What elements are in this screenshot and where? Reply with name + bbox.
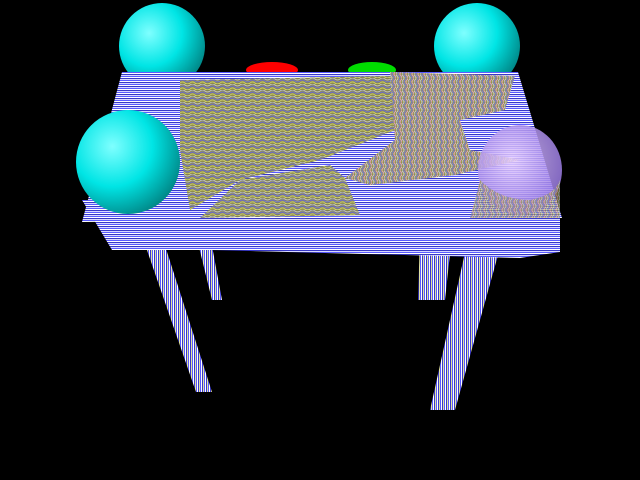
tabletop-reflection-right (345, 72, 520, 185)
purple-sphere (478, 125, 562, 215)
table-leg-front-right (430, 230, 505, 410)
tabletop-reflection-left (180, 76, 395, 210)
table-leg-front-left (140, 230, 212, 392)
sphere-back-left (119, 3, 205, 89)
purple-sphere-reflection (470, 180, 560, 218)
table-leg-back-left (196, 235, 222, 300)
sphere-front-left (76, 110, 180, 214)
tabletop-reflection-bottom (200, 165, 360, 218)
sphere-back-right (434, 3, 520, 89)
